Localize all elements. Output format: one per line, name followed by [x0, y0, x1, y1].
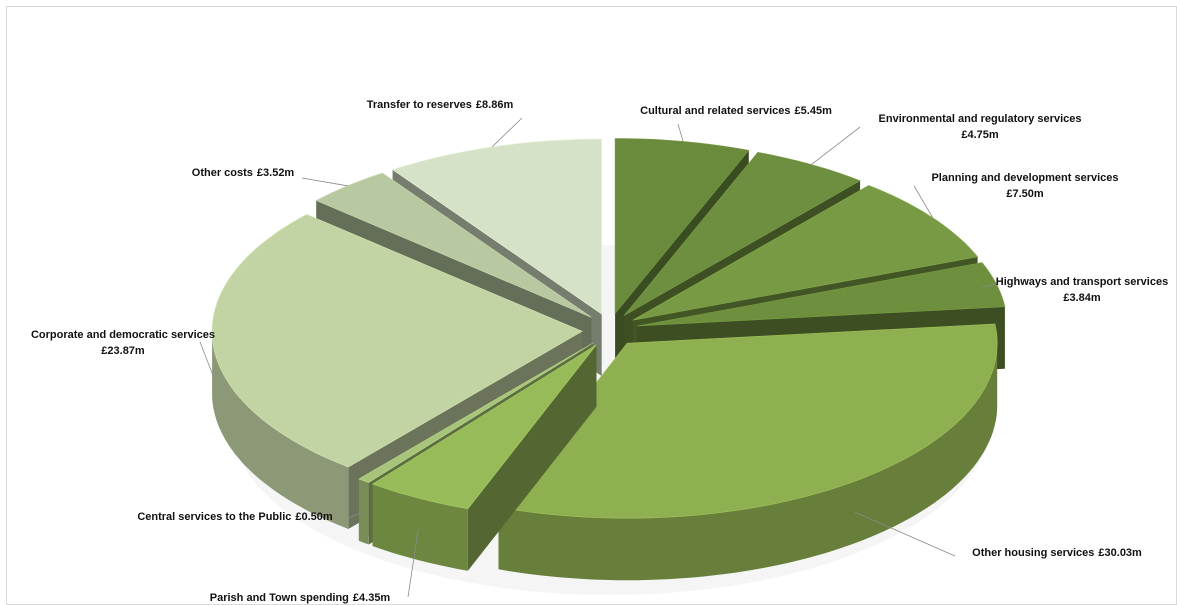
slice-side: [358, 478, 369, 545]
slice: [371, 344, 597, 571]
category-label: Transfer to reserves: [367, 99, 472, 111]
category-label: Cultural and related services: [640, 105, 790, 117]
slice-side: [212, 331, 349, 529]
slice-top: [358, 342, 593, 483]
slice-top: [623, 151, 861, 316]
data-label: Other costs £3.52m: [192, 167, 295, 179]
value-label: £0.50m: [295, 511, 333, 523]
value-label: £4.35m: [353, 592, 391, 604]
data-label: Central services to the Public £0.50m: [137, 511, 333, 523]
slice-top: [498, 323, 998, 519]
data-label: Cultural and related services £5.45m: [640, 105, 832, 117]
category-label: Parish and Town spending: [210, 592, 349, 604]
data-label: Planning and development services £7.50m: [931, 172, 1118, 200]
data-label: Parish and Town spending £4.35m: [210, 592, 391, 604]
labels: Cultural and related services £5.45m Envir…: [31, 99, 1168, 604]
leader-line: [811, 126, 861, 165]
value-label: £3.84m: [1063, 292, 1101, 304]
value-label: £7.50m: [1006, 188, 1044, 200]
category-label: Highways and transport services: [996, 276, 1168, 288]
category-label: Other costs: [192, 167, 253, 179]
value-label: £30.03m: [1098, 547, 1142, 559]
category-label: Corporate and democratic services: [31, 329, 215, 341]
slice-side: [372, 484, 468, 571]
slice-top: [211, 214, 583, 468]
category-label: Central services to the Public: [137, 511, 291, 523]
leader-line: [301, 177, 348, 187]
slice-top: [371, 344, 597, 510]
leader-line: [854, 511, 956, 557]
data-label: Environmental and regulatory services £4.…: [879, 113, 1082, 141]
value-label: £23.87m: [101, 345, 145, 357]
leader-line: [981, 283, 997, 288]
category-label: Environmental and regulatory services: [879, 113, 1082, 125]
value-label: £8.86m: [476, 99, 514, 111]
data-label: Corporate and democratic services £23.87m: [31, 329, 215, 357]
leader-line: [913, 185, 934, 219]
data-label: Transfer to reserves £8.86m: [367, 99, 514, 111]
leader-line: [347, 511, 364, 519]
leader-line: [677, 123, 684, 142]
data-label: Other housing services £30.03m: [972, 547, 1142, 559]
leader-line: [199, 341, 214, 377]
pie: [211, 138, 1006, 581]
value-label: £5.45m: [795, 105, 833, 117]
slice: [498, 323, 998, 581]
data-label: Highways and transport services £3.84m: [996, 276, 1168, 304]
leader-line: [491, 117, 523, 148]
category-label: Planning and development services: [931, 172, 1118, 184]
leader-line: [407, 529, 419, 598]
value-label: £3.52m: [257, 167, 295, 179]
slice-side: [498, 343, 998, 581]
value-label: £4.75m: [961, 129, 999, 141]
category-label: Other housing services: [972, 547, 1094, 559]
